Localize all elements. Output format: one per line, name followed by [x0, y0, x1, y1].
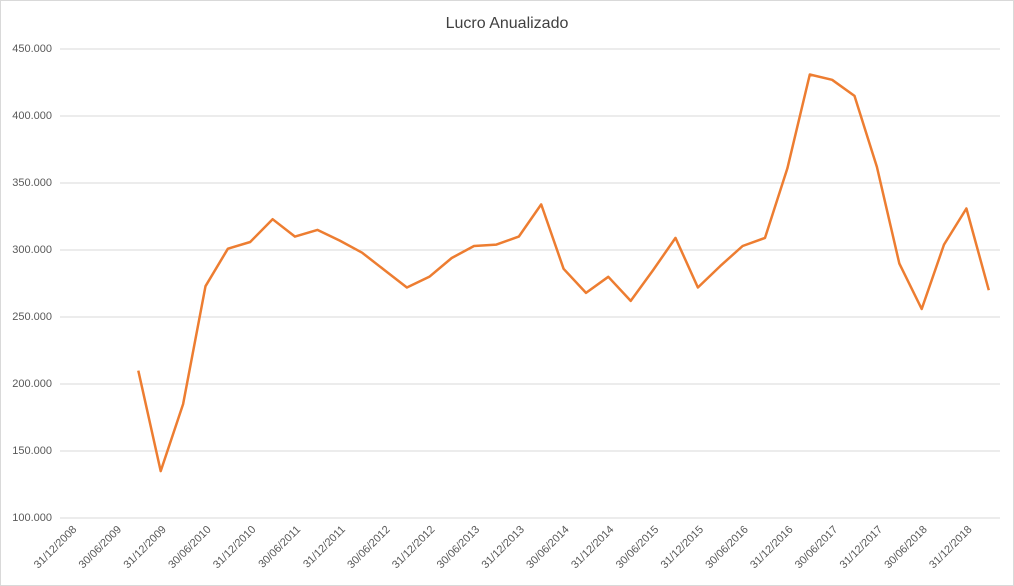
y-tick-label: 200.000	[12, 378, 52, 390]
y-tick-label: 350.000	[12, 177, 52, 189]
y-tick-label: 450.000	[12, 43, 52, 55]
y-tick-label: 300.000	[12, 244, 52, 256]
y-tick-label: 250.000	[12, 311, 52, 323]
y-tick-label: 100.000	[12, 512, 52, 524]
y-tick-label: 400.000	[12, 110, 52, 122]
data-line	[137, 73, 991, 473]
y-tick-label: 150.000	[12, 445, 52, 457]
chart-title: Lucro Anualizado	[446, 15, 569, 32]
